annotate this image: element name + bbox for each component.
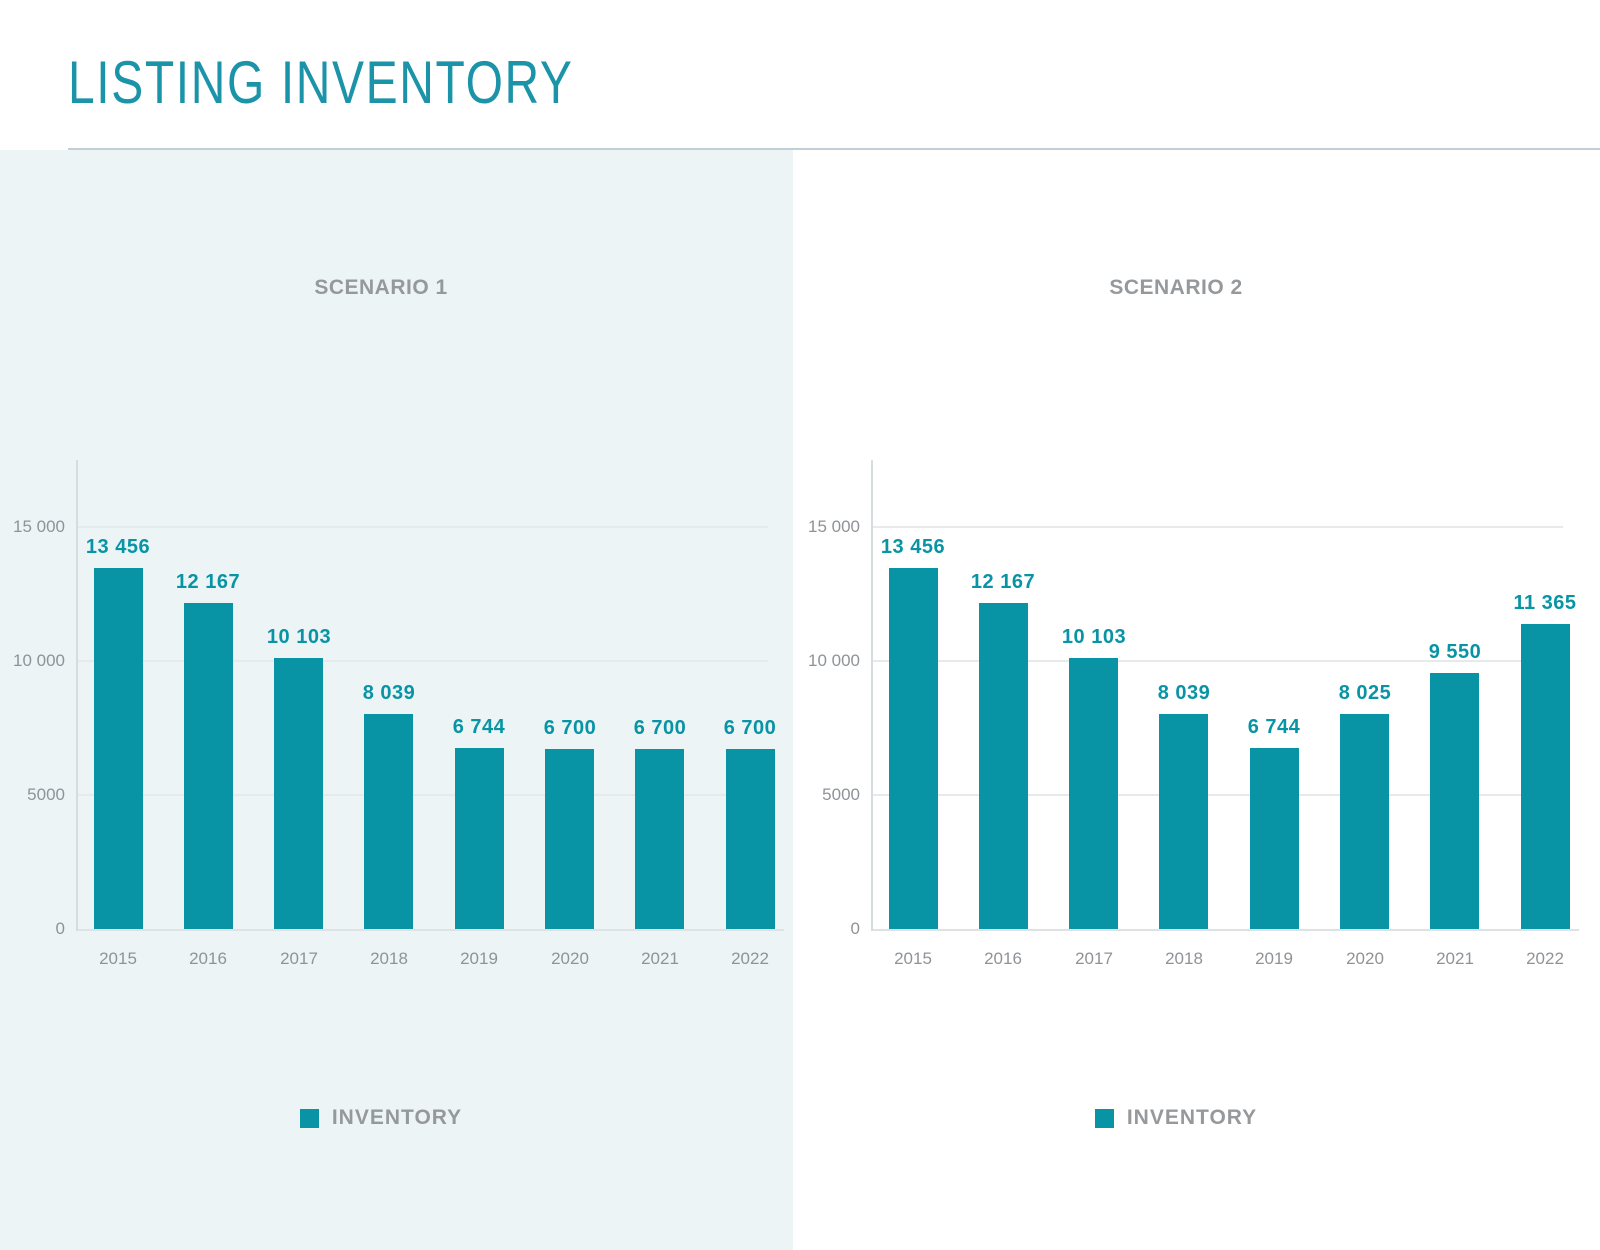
x-axis-tick-label-2021: 2021 xyxy=(1436,949,1474,968)
legend-swatch xyxy=(299,1108,319,1128)
bar-2019 xyxy=(455,748,504,929)
bar-2015 xyxy=(889,568,938,929)
bar-2020 xyxy=(1340,714,1389,929)
bar-2022 xyxy=(1521,624,1570,929)
x-axis-tick-label-2020: 2020 xyxy=(1346,949,1384,968)
x-axis-tick-label-2018: 2018 xyxy=(370,949,408,968)
x-axis-tick-label-2022: 2022 xyxy=(1526,949,1564,968)
y-axis-tick-label: 5000 xyxy=(27,785,65,804)
bar-value-label-2019: 6 744 xyxy=(1247,716,1301,738)
gridline-15000 xyxy=(78,526,768,528)
x-axis-tick-label-2016: 2016 xyxy=(189,949,227,968)
x-axis-tick-label-2015: 2015 xyxy=(99,949,137,968)
bar-2019 xyxy=(1250,748,1299,929)
bar-value-label-2020: 8 025 xyxy=(1338,682,1392,704)
x-axis-tick-label-2022: 2022 xyxy=(731,949,769,968)
x-axis-baseline xyxy=(78,929,784,931)
y-axis-tick-label: 0 xyxy=(55,919,65,938)
bar-value-label-2018: 8 039 xyxy=(1157,682,1211,704)
bar-2018 xyxy=(1159,714,1208,929)
bar-2022 xyxy=(726,749,775,929)
bar-value-label-2022: 11 365 xyxy=(1513,592,1577,614)
bar-2021 xyxy=(1430,673,1479,929)
y-axis-tick-label: 0 xyxy=(850,919,860,938)
x-axis-tick-label-2015: 2015 xyxy=(894,949,932,968)
x-axis-tick-label-2019: 2019 xyxy=(1255,949,1293,968)
bar-value-label-2015: 13 456 xyxy=(880,536,946,558)
y-axis-tick-label: 15 000 xyxy=(13,517,65,536)
bar-value-label-2016: 12 167 xyxy=(970,571,1036,593)
legend-label: INVENTORY xyxy=(331,1106,463,1129)
bar-value-label-2017: 10 103 xyxy=(266,626,332,648)
y-axis-tick-label: 10 000 xyxy=(13,651,65,670)
bar-value-label-2017: 10 103 xyxy=(1061,626,1127,648)
bar-2020 xyxy=(545,749,594,929)
legend-swatch xyxy=(1094,1108,1114,1128)
bar-value-label-2016: 12 167 xyxy=(175,571,241,593)
x-axis-tick-label-2018: 2018 xyxy=(1165,949,1203,968)
bar-value-label-2021: 6 700 xyxy=(633,717,687,739)
bar-2017 xyxy=(1069,658,1118,929)
y-axis-line xyxy=(871,460,873,931)
legend: INVENTORY xyxy=(795,1106,1557,1130)
x-axis-tick-label-2021: 2021 xyxy=(641,949,679,968)
y-axis-tick-label: 10 000 xyxy=(808,651,860,670)
gridline-5000 xyxy=(78,794,768,796)
bar-value-label-2020: 6 700 xyxy=(543,717,597,739)
bar-2016 xyxy=(184,603,233,929)
x-axis-tick-label-2019: 2019 xyxy=(460,949,498,968)
x-axis-tick-label-2017: 2017 xyxy=(280,949,318,968)
bar-2015 xyxy=(94,568,143,929)
gridline-10000 xyxy=(873,660,1563,662)
title-divider xyxy=(68,148,1600,150)
x-axis-tick-label-2016: 2016 xyxy=(984,949,1022,968)
bar-value-label-2018: 8 039 xyxy=(362,682,416,704)
y-axis-tick-label: 5000 xyxy=(822,785,860,804)
bar-2017 xyxy=(274,658,323,929)
bar-2016 xyxy=(979,603,1028,929)
gridline-5000 xyxy=(873,794,1563,796)
x-axis-baseline xyxy=(873,929,1579,931)
x-axis-tick-label-2020: 2020 xyxy=(551,949,589,968)
bar-value-label-2022: 6 700 xyxy=(723,717,777,739)
legend-label: INVENTORY xyxy=(1126,1106,1258,1129)
gridline-10000 xyxy=(78,660,768,662)
gridline-15000 xyxy=(873,526,1563,528)
legend: INVENTORY xyxy=(0,1106,762,1130)
bar-value-label-2021: 9 550 xyxy=(1428,641,1482,663)
x-axis-tick-label-2017: 2017 xyxy=(1075,949,1113,968)
bar-value-label-2015: 13 456 xyxy=(85,536,151,558)
bar-2021 xyxy=(635,749,684,929)
bar-2018 xyxy=(364,714,413,929)
y-axis-line xyxy=(76,460,78,931)
page-title: LISTING INVENTORY xyxy=(68,49,574,116)
bar-value-label-2019: 6 744 xyxy=(452,716,506,738)
y-axis-tick-label: 15 000 xyxy=(808,517,860,536)
chart-title: SCENARIO 2 xyxy=(1109,276,1243,299)
chart-title: SCENARIO 1 xyxy=(314,276,448,299)
